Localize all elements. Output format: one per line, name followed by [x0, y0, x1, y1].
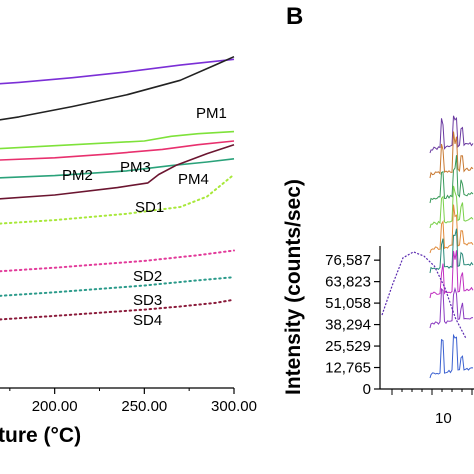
trace-2: [429, 131, 474, 179]
series-label-sd2: SD2: [133, 268, 162, 285]
series-line-sd4: [0, 298, 235, 321]
traces-b: [381, 115, 474, 379]
series-line-pm4: [0, 143, 235, 200]
panel-a: 200.00 250.00 300.00 PM1 PM2 PM3 PM4 SD1 SD2 SD3…: [0, 55, 257, 447]
x-ticks-a: 200.00 250.00 300.00: [9, 388, 257, 415]
y-tick-label-b: 63,823: [325, 274, 371, 291]
series-line-pm1: [0, 130, 235, 150]
trace-5: [429, 204, 474, 254]
y-tick-label-b: 12,765: [325, 360, 371, 377]
series-line-unlabeled-0: [0, 58, 235, 85]
series-label-pm2: PM2: [62, 167, 93, 184]
series-line-pm3: [0, 158, 235, 179]
curve-labels-a: PM1 PM2 PM3 PM4 SD1 SD2 SD3 SD4: [62, 105, 227, 329]
x-ticks-b: [391, 389, 473, 395]
y-tick-label-b: 51,058: [325, 295, 371, 312]
trace-8: [429, 286, 474, 329]
y-tick-label-b: 38,294: [325, 317, 371, 334]
series-label-sd1: SD1: [135, 199, 164, 216]
panel-letter-b: B: [286, 3, 303, 30]
trace-3: [429, 155, 474, 204]
series-line-unlabeled-1: [0, 55, 235, 121]
curves-a: [0, 55, 235, 321]
series-line-sd2: [0, 249, 235, 273]
y-axis-title-b: Intensity (counts/sec): [282, 179, 305, 395]
x-axis-title-a: ture (°C): [0, 424, 81, 447]
series-label-sd3: SD3: [133, 292, 162, 309]
series-line-pm2: [0, 140, 235, 161]
y-ticks-b: 0 12,765 25,529 38,294 51,058 63,823 76,587: [325, 252, 380, 398]
y-tick-label-b: 25,529: [325, 338, 371, 355]
trace-7: [429, 250, 474, 299]
series-label-pm3: PM3: [120, 159, 151, 176]
series-label-sd4: SD4: [133, 312, 162, 329]
series-label-pm1: PM1: [196, 105, 227, 122]
trace-6: [429, 228, 474, 274]
x-tick-label-b: 10: [435, 410, 452, 427]
y-tick-label-b: 76,587: [325, 252, 371, 269]
panel-b: B Intensity (counts/sec) 0 12,765 25,529 38…: [282, 3, 474, 427]
series-line-sd3: [0, 276, 235, 297]
series-label-pm4: PM4: [178, 171, 209, 188]
inset-curve: [381, 251, 467, 339]
x-tick-label-a: 200.00: [32, 398, 78, 415]
trace-4: [429, 185, 474, 229]
series-line-sd1: [0, 173, 235, 225]
x-tick-label-a: 250.00: [121, 398, 167, 415]
trace-9: [429, 333, 474, 379]
trace-1: [429, 115, 474, 154]
y-tick-label-b: 0: [363, 381, 371, 398]
x-tick-label-a: 300.00: [211, 398, 257, 415]
